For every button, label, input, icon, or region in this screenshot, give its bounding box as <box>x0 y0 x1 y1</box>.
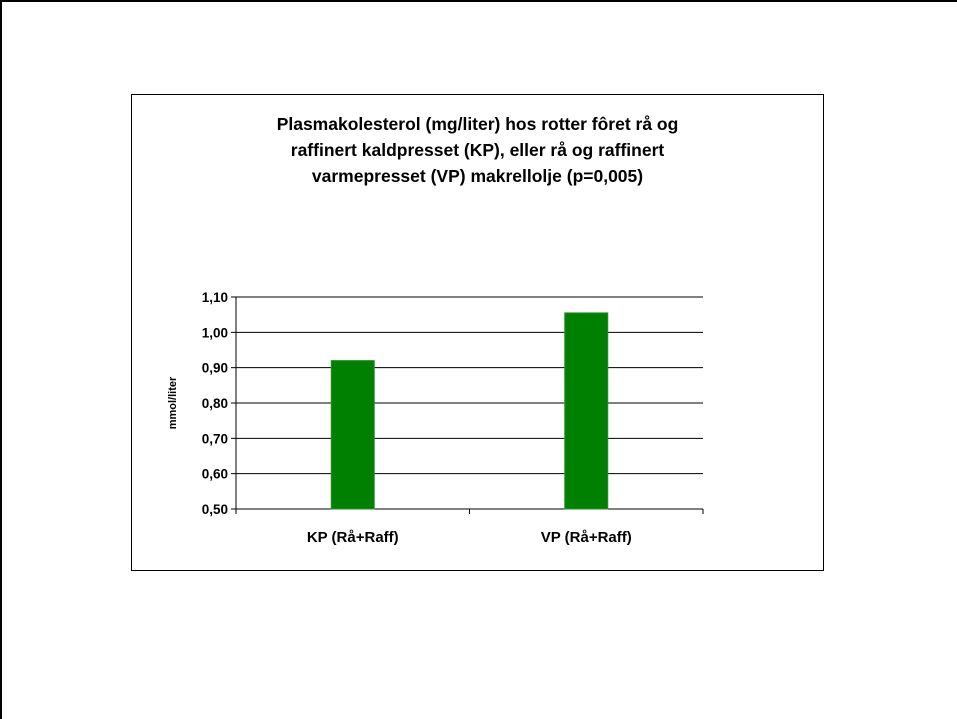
chart-title: Plasmakolesterol (mg/liter) hos rotter f… <box>276 114 679 186</box>
y-tick-label: 1,00 <box>202 325 228 340</box>
bar <box>330 360 375 510</box>
y-axis-label: mmol/liter <box>167 376 179 429</box>
y-tick-label: 0,80 <box>202 396 228 411</box>
y-tick-label: 0,50 <box>202 502 228 517</box>
x-category-label: KP (Rå+Raff) <box>307 529 399 546</box>
x-category-label: VP (Rå+Raff) <box>541 529 632 546</box>
chart-container: Plasmakolesterol (mg/liter) hos rotter f… <box>131 94 824 571</box>
bar <box>564 312 609 510</box>
y-tick-label: 0,70 <box>202 431 228 446</box>
y-tick-label: 0,90 <box>202 361 228 376</box>
y-tick-label: 0,60 <box>202 467 228 482</box>
bar-chart: 0,50 0,60 0,70 0,80 0,90 1,00 1,10 KP (Rå+Raff)… <box>167 290 704 546</box>
y-tick-label: 1,10 <box>202 290 228 305</box>
